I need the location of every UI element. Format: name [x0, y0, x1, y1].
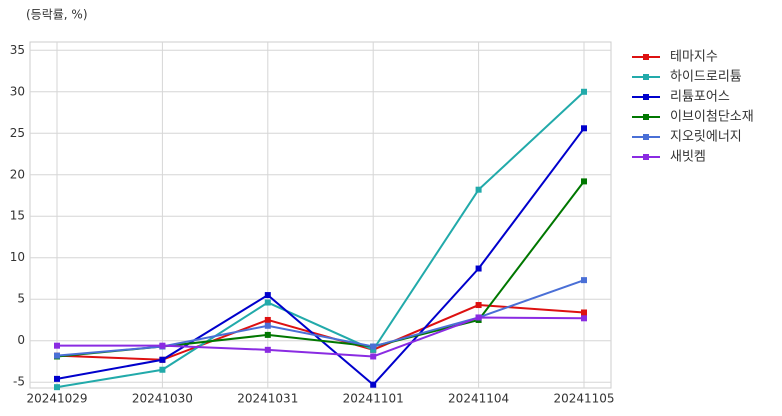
point-marker: [264, 322, 271, 329]
point-marker: [475, 186, 482, 193]
point-marker: [54, 352, 60, 359]
point-marker: [264, 316, 271, 323]
y-tick-label: 0: [17, 333, 25, 347]
point-marker: [159, 356, 166, 363]
point-marker: [581, 277, 587, 284]
y-tick-label: -5: [13, 375, 25, 389]
x-tick-label: 20241101: [343, 392, 404, 406]
y-tick-label: 15: [10, 209, 25, 223]
y-tick-label: 25: [10, 126, 25, 140]
y-tick-label: 35: [10, 43, 25, 57]
legend-label: 하이드로리튬: [670, 70, 742, 85]
point-marker: [581, 309, 587, 316]
point-marker: [370, 353, 377, 360]
point-marker: [475, 265, 482, 272]
point-marker: [581, 315, 587, 322]
legend-marker: [643, 74, 649, 80]
point-marker: [581, 125, 587, 132]
x-tick-label: 20241029: [26, 392, 87, 406]
x-tick-label: 20241104: [448, 392, 509, 406]
y-tick-label: 10: [10, 250, 25, 264]
series-line: [56, 279, 585, 357]
point-marker: [264, 331, 271, 338]
y-tick-label: 30: [10, 84, 25, 98]
legend-marker: [643, 114, 649, 120]
point-marker: [54, 384, 60, 391]
series-line: [56, 304, 585, 361]
point-marker: [159, 366, 166, 373]
point-marker: [159, 342, 166, 349]
point-marker: [475, 302, 482, 309]
plot-area: [29, 41, 612, 389]
legend-label: 이브이첨단소재: [670, 110, 754, 125]
point-marker: [581, 88, 587, 95]
y-axis-label: (등락률, %): [26, 8, 88, 22]
legend-marker: [643, 54, 649, 60]
legend-marker: [643, 134, 649, 140]
point-marker: [370, 381, 377, 388]
legend-label: 테마지수: [670, 50, 718, 65]
x-tick-label: 20241105: [553, 392, 614, 406]
series-line: [57, 316, 585, 358]
point-marker: [370, 346, 377, 353]
point-marker: [370, 343, 377, 350]
point-marker: [581, 178, 587, 185]
x-tick-label: 20241030: [132, 392, 193, 406]
point-marker: [264, 292, 271, 299]
legend-label: 새빗켐: [670, 150, 706, 165]
x-tick-label: 20241031: [237, 392, 298, 406]
y-tick-label: 20: [10, 167, 25, 181]
series-line: [56, 91, 585, 389]
point-marker: [475, 314, 482, 321]
legend-label: 지오릿에너지: [670, 130, 742, 145]
legend-label: 리튬포어스: [670, 90, 730, 105]
point-marker: [54, 375, 60, 382]
point-marker: [264, 299, 271, 306]
legend-marker: [643, 154, 649, 160]
point-marker: [54, 342, 60, 349]
y-tick-label: 5: [17, 292, 25, 306]
legend-marker: [643, 94, 649, 100]
point-marker: [264, 346, 271, 353]
